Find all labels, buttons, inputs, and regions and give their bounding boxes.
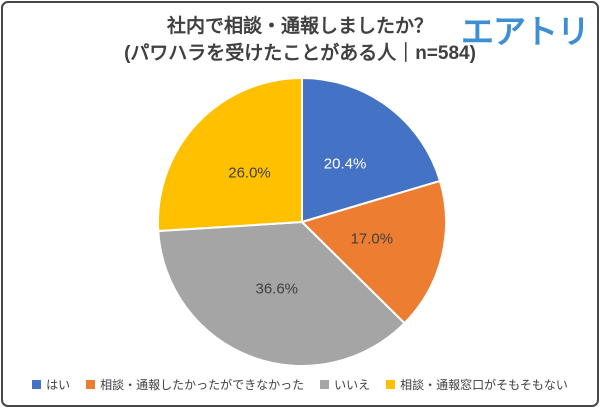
- pie-slice-yes: [301, 77, 442, 223]
- legend-label: いいえ: [334, 378, 371, 392]
- chart-legend: はい 相談・通報したかったができなかった いいえ 相談・通報窓口がそもそもない: [3, 376, 597, 393]
- legend-item-wanted-but-could-not: 相談・通報したかったができなかった: [86, 376, 304, 393]
- pie-data-label-no: 36.6%: [255, 280, 299, 298]
- legend-swatch-wanted-but-could-not: [86, 380, 96, 389]
- legend-label: はい: [46, 378, 71, 392]
- chart-subtitle: (パワハラを受けたことがある人｜n=584): [124, 43, 476, 64]
- pie-chart: [156, 77, 447, 367]
- pie-slice-no-reporting-desk-exists: [156, 77, 303, 233]
- legend-swatch-no-reporting-desk: [386, 380, 396, 389]
- pie-data-label-yes: 20.4%: [323, 155, 367, 173]
- pie-data-label-wanted-but-could-not: 17.0%: [350, 230, 394, 248]
- legend-item-yes: はい: [32, 376, 70, 393]
- legend-label: 相談・通報窓口がそもそもない: [400, 378, 568, 392]
- legend-item-no-reporting-desk: 相談・通報窓口がそもそもない: [386, 376, 568, 393]
- legend-item-no: いいえ: [320, 376, 370, 393]
- legend-swatch-no: [320, 380, 330, 389]
- pie-data-label-no-reporting-desk-exists: 26.0%: [228, 164, 271, 182]
- pie-slice-no: [157, 221, 406, 367]
- airtrip-logo: エアトリ: [461, 13, 590, 50]
- legend-swatch-yes: [32, 380, 42, 389]
- chart-title-block: 社内で相談・通報しましたか？ (パワハラを受けたことがある人｜n=584): [3, 13, 597, 67]
- chart-title: 社内で相談・通報しましたか？: [166, 16, 433, 37]
- pie-slice-wanted-but-could-not: [301, 179, 447, 325]
- legend-label: 相談・通報したかったができなかった: [100, 378, 305, 392]
